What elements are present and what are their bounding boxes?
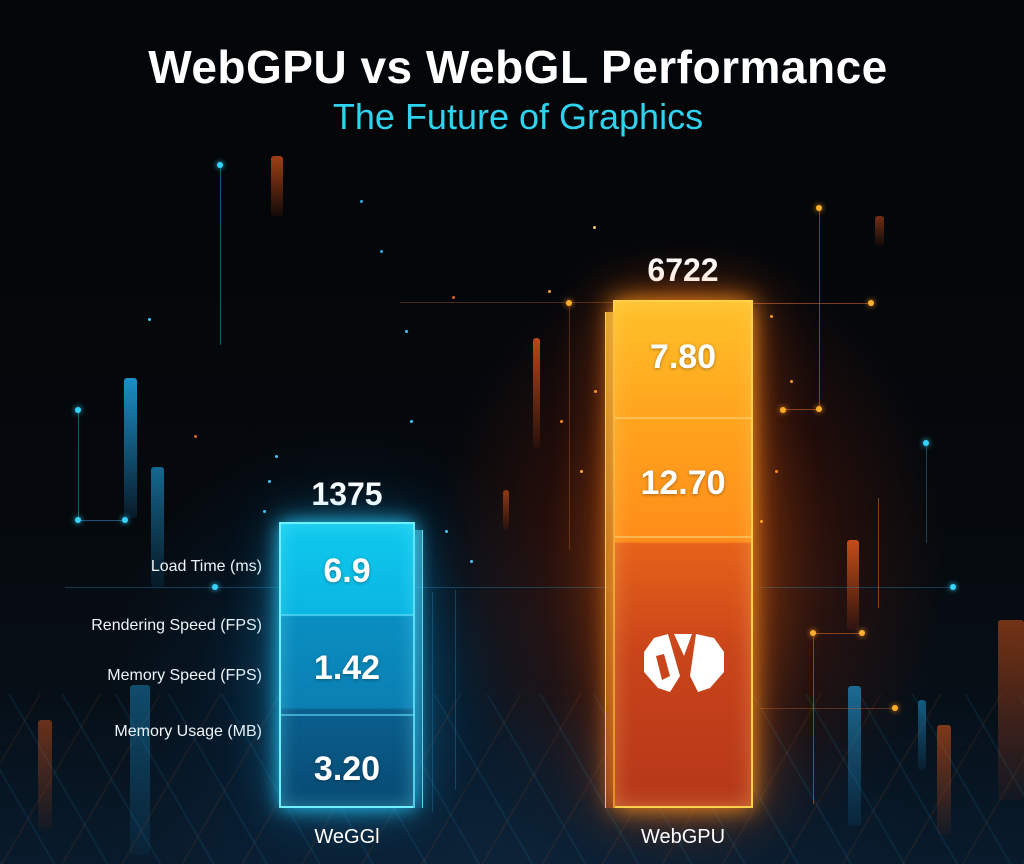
bar-total-webgpu: 6722 [647,252,719,288]
bar-webgpu: 7.80 12.70 [605,300,753,808]
segment-value-load-time: 6.9 [323,552,371,590]
segment-value-top: 7.80 [649,338,717,376]
segment-value-memory-usage: 3.20 [313,750,381,788]
metric-label-rendering-speed: Rendering Speed (FPS) [91,617,262,634]
segment-value-memory-speed: 1.42 [313,649,381,687]
background-floor-grid [0,694,1024,864]
bar-total-weggl: 1375 [311,476,383,512]
webgpu-logo-icon [644,634,724,692]
metric-label-memory-usage: Memory Usage (MB) [114,723,262,740]
segment-divider [615,536,751,538]
category-label-weggl: WeGGl [314,826,380,848]
metric-label-memory-speed: Memory Speed (FPS) [107,667,262,684]
bar-weggl: 6.9 1.42 3.20 [279,522,423,808]
category-label-webgpu: WebGPU [640,826,726,848]
segment-divider [281,614,413,616]
segment-value-middle: 12.70 [640,464,726,502]
chart-subtitle: The Future of Graphics [332,96,704,137]
bar-3d-side [605,312,615,808]
segment-divider [281,714,413,716]
bar-3d-side [413,530,423,808]
metric-label-load-time: Load Time (ms) [150,558,262,575]
chart-title: WebGPU vs WebGL Performance [148,41,888,93]
segment-divider [615,417,751,419]
